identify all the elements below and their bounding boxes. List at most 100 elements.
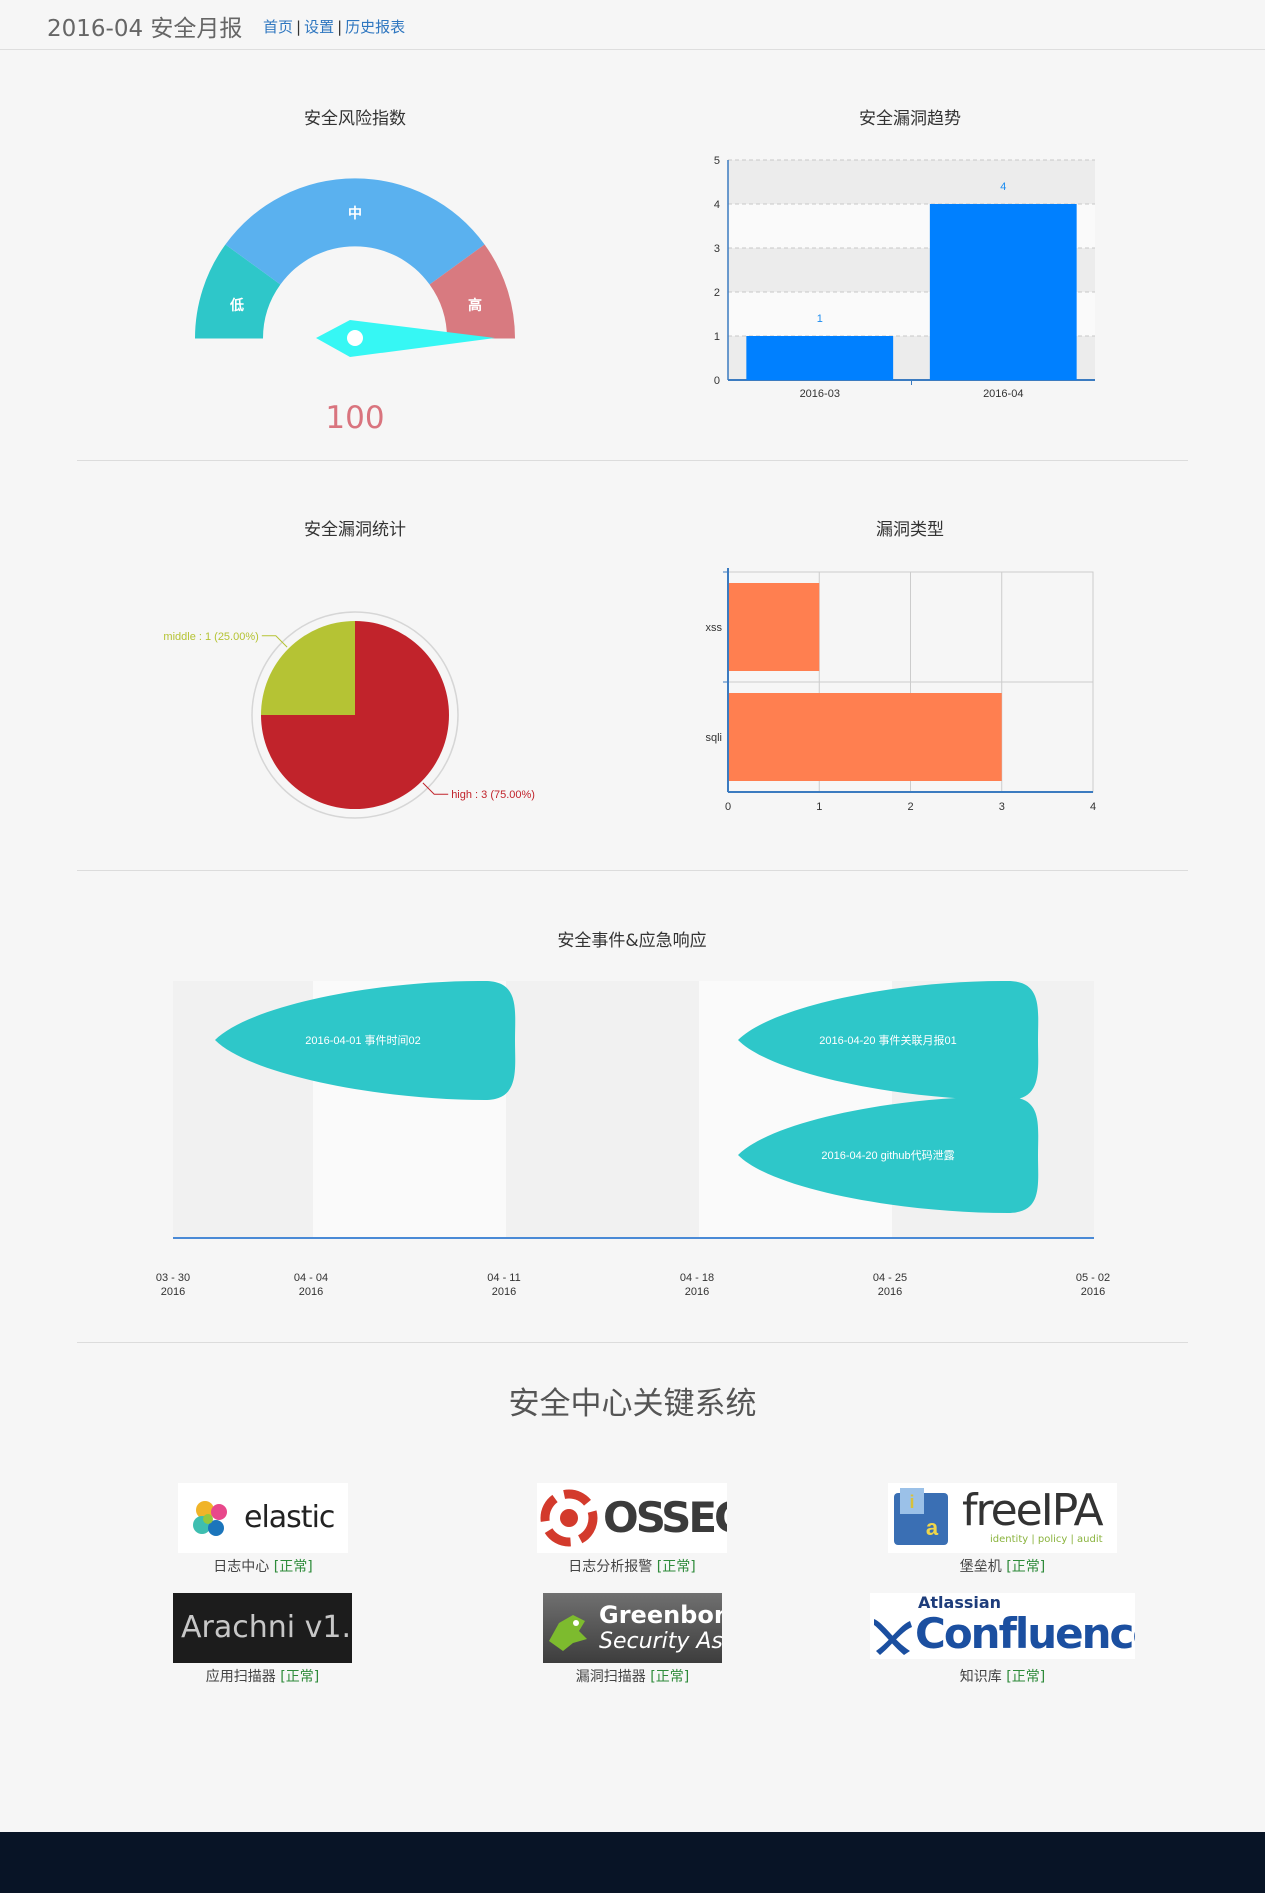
timeline-tick-year: 2016 <box>1081 1286 1105 1298</box>
nav-links: 首页 | 设置 | 历史报表 <box>263 16 405 37</box>
nav-link-home[interactable]: 首页 <box>263 18 294 36</box>
vuln-stats-pie: high : 3 (75.00%) middle : 1 (25.00%) <box>163 611 535 819</box>
pie-slice-label: high : 3 (75.00%) <box>451 789 535 801</box>
timeline-tick-label: 04 - 11 <box>487 1272 520 1284</box>
systems-section-title: 安全中心关键系统 <box>508 1386 757 1422</box>
freeipa-logo-tagline: identity | policy | audit <box>990 1534 1103 1545</box>
confluence-logo[interactable]: Atlassian Confluence <box>870 1593 1135 1659</box>
y-tick-label: 2 <box>714 287 720 299</box>
event-label: 2016-04-01 事件时间02 <box>305 1034 421 1047</box>
timeline-tick-year: 2016 <box>161 1286 185 1298</box>
y-tick-label: xss <box>706 622 723 634</box>
nav-link-history[interactable]: 历史报表 <box>345 18 406 36</box>
system-caption: 日志中心 [正常] <box>178 1556 348 1576</box>
gauge-band-mid <box>225 178 485 285</box>
risk-gauge: 低 中 高 <box>194 178 516 357</box>
timeline-tick-label: 04 - 25 <box>873 1272 907 1284</box>
timeline-tick-label: 03 - 30 <box>156 1272 190 1284</box>
bar <box>728 583 820 671</box>
greenbone-logo-text: Greenbone <box>599 1601 722 1629</box>
timeline-band <box>506 981 699 1238</box>
y-tick-label: 5 <box>714 155 720 167</box>
gauge-band-low <box>194 244 281 339</box>
event-label: 2016-04-20 github代码泄露 <box>821 1149 954 1162</box>
section-divider <box>77 870 1188 871</box>
greenbone-logo-subtext: Security Assis <box>599 1629 722 1654</box>
timeline-tick-year: 2016 <box>299 1286 323 1298</box>
greenbone-logo-mark <box>549 1615 587 1651</box>
elastic-logo-text: elastic <box>244 1500 335 1535</box>
vuln-types-title: 漏洞类型 <box>876 520 944 540</box>
grid-band <box>728 160 1095 204</box>
x-tick-label: 1 <box>816 801 822 813</box>
event-bubble[interactable] <box>738 1096 1039 1213</box>
svg-text:i: i <box>909 1492 914 1512</box>
events-timeline: 2016-04-01 事件时间02 2016-04-20 事件关联月报01 20… <box>156 980 1110 1298</box>
ossec-logo-mark <box>540 1489 598 1547</box>
system-name: 堡垒机 <box>959 1559 1002 1575</box>
risk-gauge-value: 100 <box>325 400 385 436</box>
system-name: 应用扫描器 <box>205 1669 276 1685</box>
system-caption: 堡垒机 [正常] <box>888 1556 1117 1576</box>
bar <box>728 693 1002 781</box>
system-name: 知识库 <box>959 1669 1002 1685</box>
y-tick-label: sqli <box>705 732 722 744</box>
nav-separator: | <box>296 18 302 36</box>
vuln-types-chart: 0 1 2 3 4 sqli xss <box>705 568 1096 813</box>
system-caption: 应用扫描器 [正常] <box>173 1666 352 1686</box>
page-title: 2016-04 安全月报 <box>47 16 243 42</box>
system-status-link[interactable]: [正常] <box>280 1669 320 1685</box>
event-label: 2016-04-20 事件关联月报01 <box>819 1033 957 1047</box>
gauge-label-mid: 中 <box>348 205 362 221</box>
section-divider <box>77 1342 1188 1343</box>
timeline-tick-year: 2016 <box>878 1286 902 1298</box>
system-caption: 日志分析报警 [正常] <box>537 1556 727 1576</box>
system-name: 日志中心 <box>213 1559 270 1575</box>
system-status-link[interactable]: [正常] <box>656 1559 696 1575</box>
system-name: 日志分析报警 <box>568 1559 653 1575</box>
nav-link-settings[interactable]: 设置 <box>304 18 335 36</box>
freeipa-logo[interactable]: i a freeIPA identity | policy | audit <box>888 1483 1117 1553</box>
gauge-pointer-pivot <box>347 330 363 346</box>
x-tick-label: 3 <box>999 801 1005 813</box>
pie-slice-label: middle : 1 (25.00%) <box>163 631 258 643</box>
system-status-link[interactable]: [正常] <box>650 1669 690 1685</box>
gauge-pointer <box>316 320 495 357</box>
event-bubble[interactable] <box>215 980 516 1100</box>
greenbone-logo[interactable]: Greenbone Security Assis <box>543 1593 722 1663</box>
vuln-trend-chart: 0 1 2 3 4 5 1 2016-03 4 2016-04 <box>714 155 1095 400</box>
pie-label-leader <box>261 635 288 648</box>
timeline-tick-label: 04 - 04 <box>294 1272 328 1284</box>
x-tick-label: 0 <box>725 801 731 813</box>
system-caption: 知识库 [正常] <box>870 1666 1135 1686</box>
confluence-logo-mark <box>874 1619 912 1655</box>
top-navbar: 2016-04 安全月报 首页 | 设置 | 历史报表 <box>0 0 1265 50</box>
system-status-link[interactable]: [正常] <box>1006 1669 1046 1685</box>
pie-slice <box>261 621 355 715</box>
event-bubble[interactable] <box>738 980 1039 1100</box>
system-status-link[interactable]: [正常] <box>1006 1559 1046 1575</box>
system-status-link[interactable]: [正常] <box>273 1559 313 1575</box>
arachni-logo[interactable]: Arachni v1.3. <box>173 1593 352 1663</box>
bar-value-label: 1 <box>817 313 823 325</box>
pie-label-leader <box>422 782 449 795</box>
bar <box>746 336 894 380</box>
elastic-logo[interactable]: elastic <box>178 1483 348 1553</box>
confluence-logo-text: Confluence <box>915 1609 1135 1658</box>
timeline-tick-label: 05 - 02 <box>1076 1272 1110 1284</box>
timeline-tick-year: 2016 <box>685 1286 709 1298</box>
ossec-logo[interactable]: OSSEC <box>537 1483 727 1553</box>
ossec-logo-text: OSSEC <box>603 1493 727 1542</box>
vuln-stats-title: 安全漏洞统计 <box>304 520 406 540</box>
bar-value-label: 4 <box>1000 181 1006 193</box>
elastic-logo-mark <box>193 1501 227 1536</box>
system-caption: 漏洞扫描器 [正常] <box>543 1666 722 1686</box>
nav-separator: | <box>337 18 343 36</box>
y-tick-label: 0 <box>714 375 720 387</box>
x-tick-label: 2016-04 <box>983 388 1023 400</box>
page-footer <box>0 1832 1265 1893</box>
y-tick-label: 4 <box>714 199 720 211</box>
arachni-logo-text: Arachni v1.3. <box>181 1610 352 1645</box>
y-tick-label: 3 <box>714 243 720 255</box>
x-tick-label: 2 <box>907 801 913 813</box>
